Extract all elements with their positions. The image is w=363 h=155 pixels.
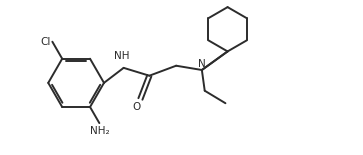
Text: NH: NH: [114, 51, 130, 61]
Text: O: O: [132, 102, 140, 112]
Text: NH₂: NH₂: [90, 126, 109, 136]
Text: N: N: [198, 59, 206, 69]
Text: Cl: Cl: [40, 37, 50, 47]
